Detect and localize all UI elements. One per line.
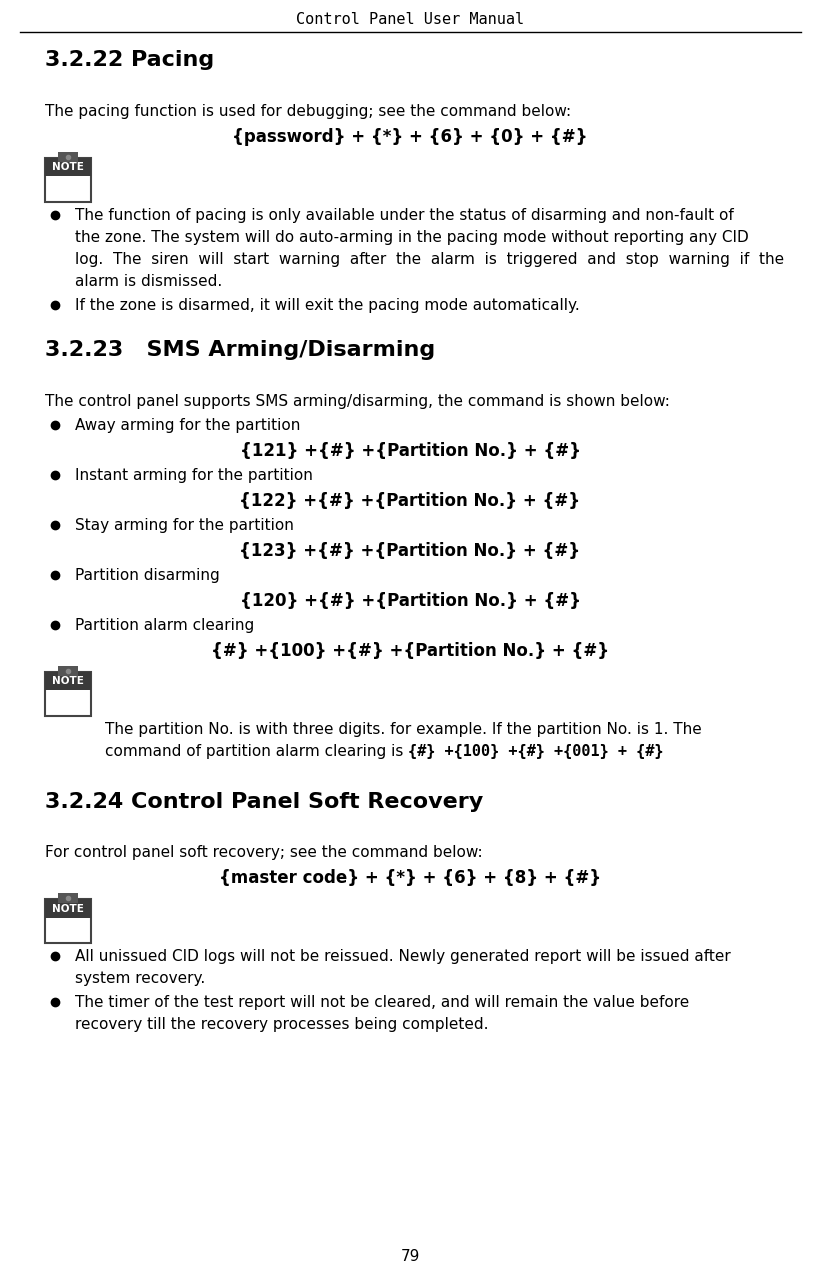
Text: the zone. The system will do auto-arming in the pacing mode without reporting an: the zone. The system will do auto-arming… bbox=[75, 230, 749, 244]
Bar bbox=[57, 894, 78, 903]
Text: NOTE: NOTE bbox=[52, 162, 84, 172]
Text: For control panel soft recovery; see the command below:: For control panel soft recovery; see the… bbox=[45, 845, 483, 860]
Text: {password} + {*} + {6} + {0} + {#}: {password} + {*} + {6} + {0} + {#} bbox=[232, 127, 588, 145]
Text: {121} +{#} +{Partition No.} + {#}: {121} +{#} +{Partition No.} + {#} bbox=[240, 441, 580, 459]
Text: command of partition alarm clearing is: command of partition alarm clearing is bbox=[105, 743, 408, 759]
Text: Instant arming for the partition: Instant arming for the partition bbox=[75, 468, 313, 482]
Text: 3.2.24 Control Panel Soft Recovery: 3.2.24 Control Panel Soft Recovery bbox=[45, 792, 484, 811]
Text: log.  The  siren  will  start  warning  after  the  alarm  is  triggered  and  s: log. The siren will start warning after … bbox=[75, 252, 784, 266]
Bar bbox=[45, 671, 91, 691]
Bar bbox=[57, 152, 78, 162]
Bar bbox=[45, 899, 91, 944]
Text: Partition disarming: Partition disarming bbox=[75, 567, 220, 583]
Text: Stay arming for the partition: Stay arming for the partition bbox=[75, 517, 294, 532]
Text: alarm is dismissed.: alarm is dismissed. bbox=[75, 274, 222, 289]
Bar bbox=[45, 899, 91, 918]
Text: recovery till the recovery processes being completed.: recovery till the recovery processes bei… bbox=[75, 1017, 488, 1033]
Text: If the zone is disarmed, it will exit the pacing mode automatically.: If the zone is disarmed, it will exit th… bbox=[75, 298, 580, 312]
Text: The pacing function is used for debugging; see the command below:: The pacing function is used for debuggin… bbox=[45, 104, 571, 118]
Text: 79: 79 bbox=[401, 1249, 420, 1264]
Text: The control panel supports SMS arming/disarming, the command is shown below:: The control panel supports SMS arming/di… bbox=[45, 394, 670, 409]
Bar bbox=[45, 671, 91, 715]
Text: The function of pacing is only available under the status of disarming and non-f: The function of pacing is only available… bbox=[75, 208, 734, 222]
Text: 3.2.23   SMS Arming/Disarming: 3.2.23 SMS Arming/Disarming bbox=[45, 340, 435, 360]
Text: The timer of the test report will not be cleared, and will remain the value befo: The timer of the test report will not be… bbox=[75, 995, 690, 1011]
Text: Away arming for the partition: Away arming for the partition bbox=[75, 418, 300, 432]
Text: NOTE: NOTE bbox=[52, 904, 84, 913]
Bar bbox=[45, 158, 91, 202]
Text: All unissued CID logs will not be reissued. Newly generated report will be issue: All unissued CID logs will not be reissu… bbox=[75, 949, 731, 964]
Text: Control Panel User Manual: Control Panel User Manual bbox=[296, 12, 525, 27]
Text: 3.2.22 Pacing: 3.2.22 Pacing bbox=[45, 50, 214, 69]
Text: {#} +{100} +{#} +{Partition No.} + {#}: {#} +{100} +{#} +{Partition No.} + {#} bbox=[211, 642, 609, 660]
Text: Partition alarm clearing: Partition alarm clearing bbox=[75, 617, 255, 633]
Text: The partition No. is with three digits. for example. If the partition No. is 1. : The partition No. is with three digits. … bbox=[105, 721, 702, 737]
Text: {122} +{#} +{Partition No.} + {#}: {122} +{#} +{Partition No.} + {#} bbox=[240, 491, 580, 509]
Bar bbox=[45, 158, 91, 176]
Text: {123} +{#} +{Partition No.} + {#}: {123} +{#} +{Partition No.} + {#} bbox=[240, 541, 580, 559]
Text: NOTE: NOTE bbox=[52, 676, 84, 685]
Bar bbox=[57, 666, 78, 675]
Text: {120} +{#} +{Partition No.} + {#}: {120} +{#} +{Partition No.} + {#} bbox=[240, 592, 580, 610]
Text: {#} +{100} +{#} +{001} + {#}: {#} +{100} +{#} +{001} + {#} bbox=[408, 743, 663, 759]
Text: {master code} + {*} + {6} + {8} + {#}: {master code} + {*} + {6} + {8} + {#} bbox=[219, 869, 601, 887]
Text: system recovery.: system recovery. bbox=[75, 971, 205, 986]
